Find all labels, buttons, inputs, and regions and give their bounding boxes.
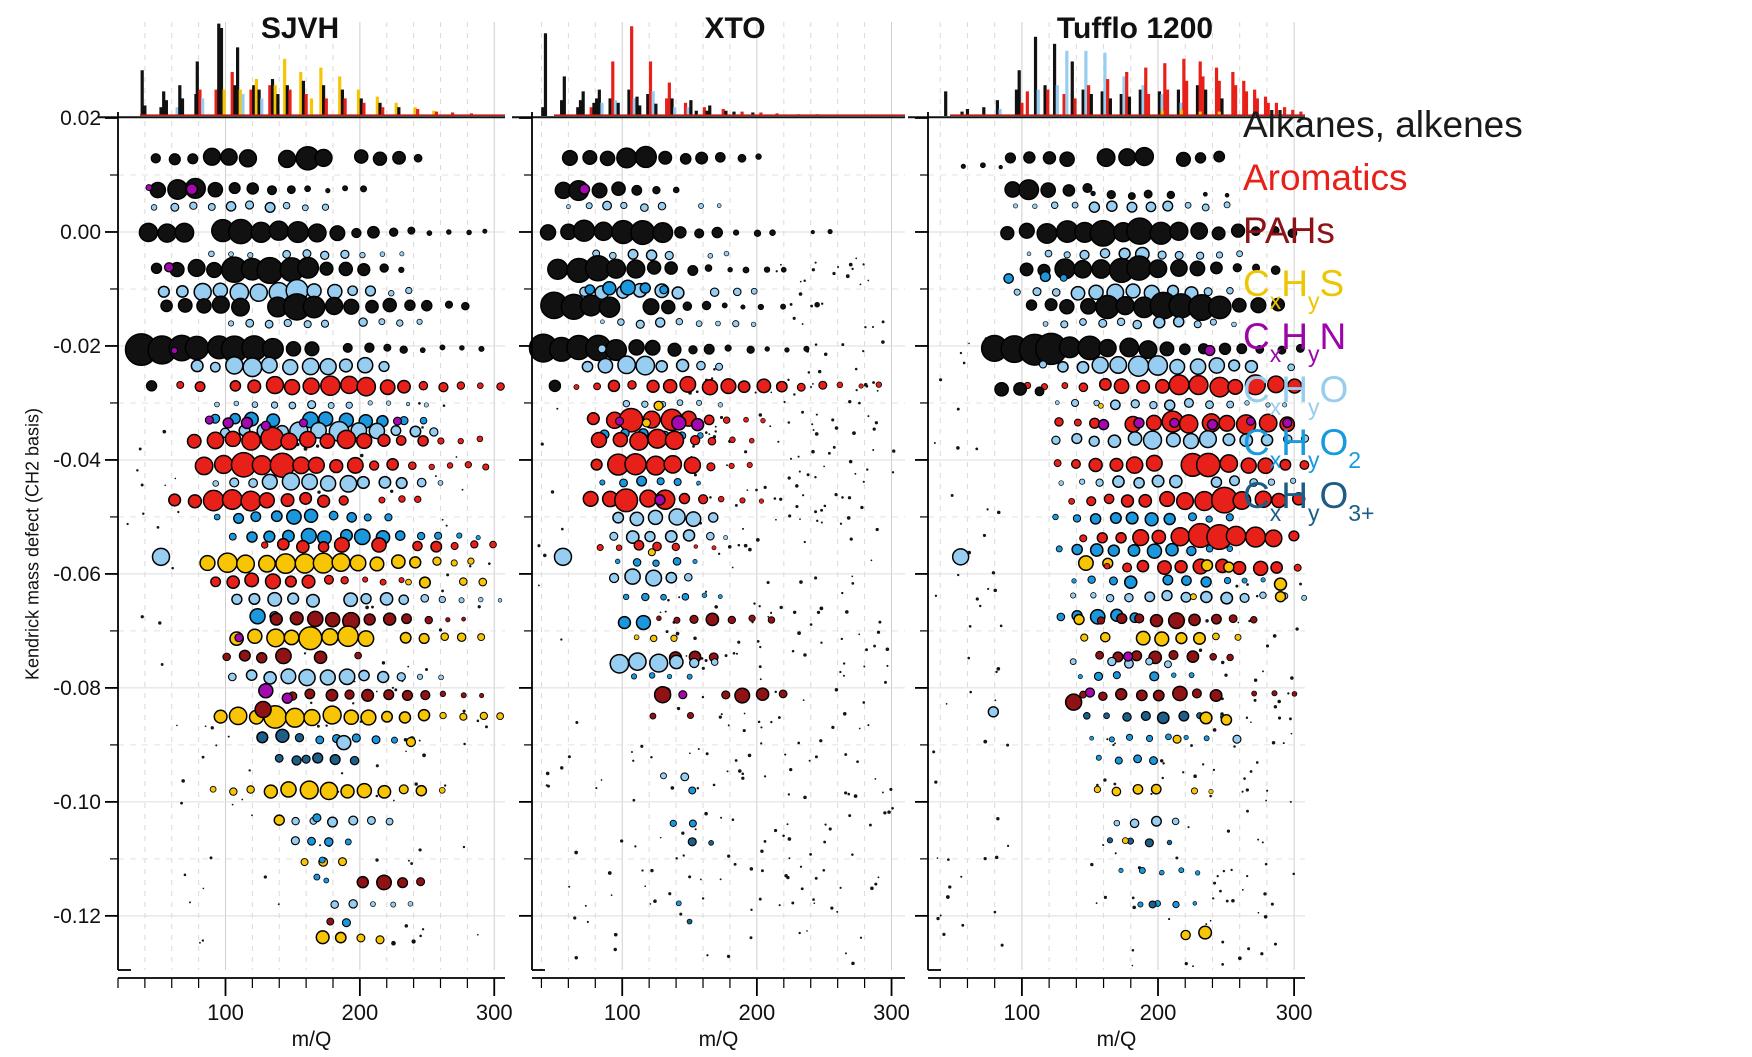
y-tick-label: -0.02 [53, 335, 101, 358]
x-axis-label: m/Q [1097, 1028, 1137, 1051]
y-axis [519, 112, 545, 971]
legend-item: Alkanes, alkenes [1243, 104, 1523, 145]
x-tick-label: 200 [1140, 1000, 1177, 1025]
histogram [908, 36, 1305, 119]
y-tick-label: 0.02 [60, 107, 101, 130]
legend: Alkanes, alkenes Aromatics PAHs CxHyS CxHyN C… [1243, 98, 1523, 526]
legend-item: PAHs [1243, 210, 1335, 251]
panel: 100 200 300 m/Q [512, 22, 910, 1051]
x-tick-label: 200 [342, 1000, 379, 1025]
y-tick-label: -0.08 [53, 677, 101, 700]
histogram [512, 26, 905, 119]
y-tick-label: -0.04 [53, 449, 101, 472]
panel-title-tufflo: Tufflo 1200 [1056, 12, 1214, 45]
legend-item: CxHyS [1243, 263, 1345, 314]
y-tick-label: 0.00 [60, 221, 101, 244]
x-axis: 100 200 300 m/Q [928, 977, 1313, 1051]
legend-item: CxHyO [1243, 369, 1349, 420]
x-tick-label: 300 [1276, 1000, 1313, 1025]
x-tick-label: 200 [739, 1000, 776, 1025]
y-axis-label: Kendrick mass defect (CH2 basis) [22, 407, 43, 681]
x-tick-label: 300 [476, 1000, 513, 1025]
y-tick-label: -0.06 [53, 563, 101, 586]
legend-item: Aromatics [1243, 157, 1408, 198]
legend-item: CxHyO3+ [1243, 475, 1375, 526]
x-tick-label: 300 [873, 1000, 910, 1025]
bubbles [124, 145, 505, 946]
y-axis: 0.02 0.00 -0.02 -0.04 -0.06 -0.08 -0.10 -0.12 [53, 107, 131, 971]
x-tick-label: 100 [604, 1000, 641, 1025]
x-axis-label: m/Q [292, 1028, 332, 1051]
panel-title-xto: XTO [704, 12, 766, 45]
y-axis [915, 112, 941, 971]
panel-title-sjvh: SJVH [260, 12, 340, 45]
y-tick-label: -0.10 [53, 791, 101, 814]
x-tick-label: 100 [207, 1000, 244, 1025]
bubbles [528, 145, 896, 966]
bubbles [932, 146, 1310, 968]
panel: 100 200 300 m/Q [908, 22, 1312, 1051]
x-tick-label: 100 [1004, 1000, 1041, 1025]
histogram [98, 23, 505, 119]
legend-item: CxHyN [1243, 316, 1347, 367]
x-axis: 100 200 300 m/Q [117, 977, 513, 1051]
panel: 0.02 0.00 -0.02 -0.04 -0.06 -0.08 -0.10 -0.12 10… [53, 22, 513, 1051]
x-axis-label: m/Q [699, 1028, 739, 1051]
legend-item: CxHyO2 [1243, 422, 1362, 473]
x-axis: 100 200 300 m/Q [532, 977, 910, 1051]
y-tick-label: -0.12 [53, 905, 101, 928]
